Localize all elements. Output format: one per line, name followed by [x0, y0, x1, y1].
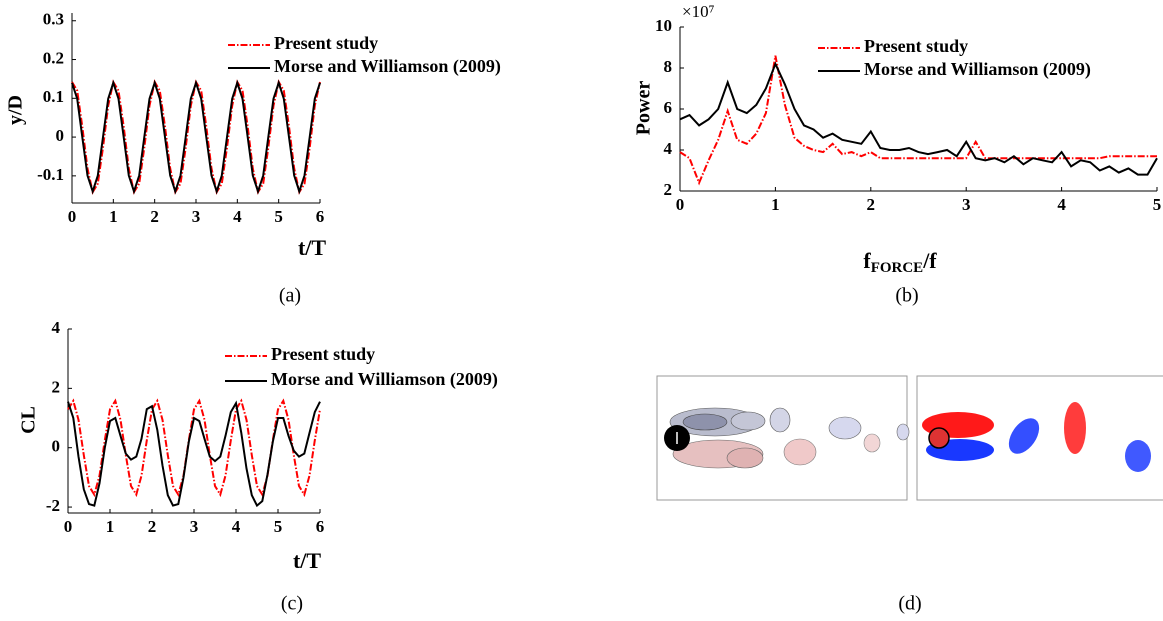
y-tick-label: 0.3	[43, 10, 64, 29]
x-tick-label: 4	[233, 207, 242, 226]
y-tick-label: 0.1	[43, 87, 64, 106]
y-tick-label: 2	[664, 180, 673, 199]
y-tick-label: 4	[52, 318, 61, 337]
caption: (a)	[279, 285, 301, 307]
x-tick-label: 6	[316, 517, 325, 536]
x-tick-label: 2	[150, 207, 159, 226]
y-axis-label: Power	[633, 81, 655, 136]
y-axis-label: CL	[18, 406, 40, 434]
y-tick-label: 8	[664, 57, 673, 76]
legend-label: Present study	[271, 344, 375, 364]
x-tick-label: 5	[274, 207, 283, 226]
series-line	[67, 398, 321, 498]
y-axis-label: y/D	[5, 95, 27, 125]
y-scale-label: ×10⁷	[682, 2, 715, 21]
x-axis-label-main: f	[863, 248, 871, 273]
y-tick-label: -2	[46, 496, 60, 515]
x-axis-label: fFORCE/f	[863, 248, 937, 276]
caption: (c)	[281, 593, 303, 615]
x-axis-label: t/T	[298, 235, 326, 260]
series-line	[67, 400, 321, 508]
x-tick-label: 2	[148, 517, 157, 536]
x-axis-label-main: t/T	[298, 235, 326, 260]
x-tick-label: 5	[274, 517, 283, 536]
panel-d-left	[656, 375, 910, 501]
x-tick-label: 1	[771, 195, 780, 214]
x-tick-label: 3	[192, 207, 201, 226]
y-tick-label: 2	[52, 377, 61, 396]
x-tick-label: 3	[962, 195, 971, 214]
caption: (d)	[898, 593, 921, 615]
x-tick-label: 6	[316, 207, 325, 226]
x-tick-label: 3	[190, 517, 199, 536]
y-tick-label: 10	[655, 16, 672, 35]
series-line	[71, 79, 321, 195]
legend-label: Present study	[274, 33, 378, 53]
y-tick-label: -0.1	[37, 165, 64, 184]
legend-label: Morse and Williamson (2009)	[271, 369, 498, 390]
x-tick-label: 1	[106, 517, 115, 536]
series-line	[679, 55, 1157, 186]
y-tick-label: 6	[664, 98, 673, 117]
x-axis-label: t/T	[293, 548, 321, 573]
series-line	[679, 61, 1158, 176]
x-tick-label: 0	[676, 195, 685, 214]
caption: (b)	[895, 285, 918, 307]
x-tick-label: 1	[109, 207, 118, 226]
x-axis-label-main: t/T	[293, 548, 321, 573]
panel-d-right	[916, 375, 1163, 501]
y-tick-label: 0.2	[43, 48, 64, 67]
y-tick-label: 0	[56, 126, 65, 145]
x-axis-label-end: /f	[922, 248, 937, 273]
legend-label: Morse and Williamson (2009)	[864, 59, 1091, 80]
x-tick-label: 2	[867, 195, 876, 214]
x-tick-label: 0	[68, 207, 77, 226]
legend-label: Morse and Williamson (2009)	[274, 56, 501, 77]
legend-label: Present study	[864, 36, 968, 56]
x-tick-label: 4	[232, 517, 241, 536]
x-tick-label: 5	[1153, 195, 1162, 214]
x-tick-label: 4	[1057, 195, 1066, 214]
y-tick-label: 4	[664, 139, 673, 158]
x-tick-label: 0	[64, 517, 73, 536]
y-tick-label: 0	[52, 437, 61, 456]
x-axis-label-sub: FORCE	[871, 260, 924, 276]
